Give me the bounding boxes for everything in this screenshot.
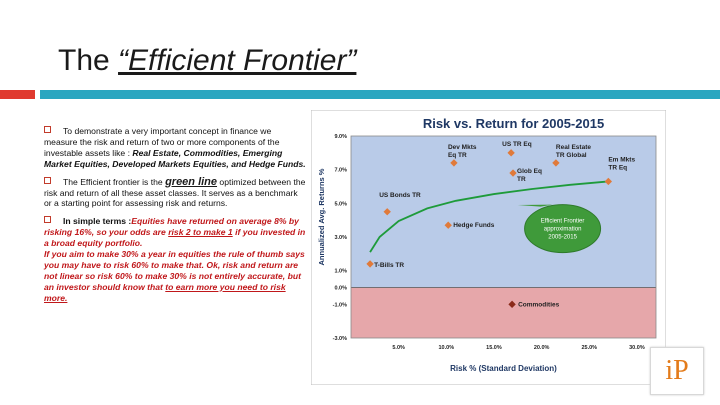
frontier-callout-text: 2005-2015 [548, 235, 577, 241]
title-emphasis: “Efficient Frontier” [118, 44, 357, 77]
bullet-3-text-c: If you aim to make 30% a year in equitie… [44, 249, 305, 292]
bullet-1-text: To demonstrate a very important concept … [44, 126, 280, 158]
bullet-item-2: The Efficient frontier is the green line… [44, 175, 306, 210]
y-tick-label: 0.0% [334, 286, 347, 292]
bullet-2-text-a: The Efficient frontier is the [63, 176, 166, 187]
data-point-marker [383, 208, 391, 216]
data-point-label: Real Estate [556, 144, 591, 151]
chart-svg: Risk vs. Return for 2005-2015 9.0% 7.0% 5.0… [310, 109, 667, 386]
y-tick-label: 1.0% [334, 269, 347, 275]
slide-title: The “Efficient Frontier” [58, 44, 356, 78]
y-tick-label: 3.0% [334, 235, 347, 241]
data-point-label: Eq TR [448, 152, 467, 159]
x-axis-title: Risk % (Standard Deviation) [450, 364, 557, 373]
positive-region [351, 136, 656, 288]
logo-text: iP [665, 355, 689, 386]
data-point-label: T-Bills TR [374, 262, 404, 269]
frontier-callout-bubble [524, 204, 602, 254]
data-point-label: Commodities [518, 301, 560, 308]
x-tick-label: 10.0% [439, 345, 455, 351]
accent-bar-red [0, 90, 35, 99]
chart-title: Risk vs. Return for 2005-2015 [423, 116, 604, 131]
data-point-label: TR [517, 176, 526, 183]
frontier-callout-pointer [517, 204, 553, 207]
efficient-frontier-line [369, 180, 609, 253]
bullet-item-1: To demonstrate a very important concept … [44, 126, 306, 170]
bullet-item-3: In simple terms :Equities have returned … [44, 216, 306, 303]
y-tick-label: -1.0% [333, 302, 347, 308]
frontier-callout-text: approximation [544, 227, 582, 233]
negative-region [351, 287, 656, 338]
risk-return-chart: Risk vs. Return for 2005-2015 9.0% 7.0% 5.0… [310, 109, 667, 386]
y-tick-label: -3.0% [333, 336, 347, 342]
y-tick-label: 9.0% [334, 134, 347, 140]
data-point-label: Hedge Funds [453, 222, 495, 229]
x-tick-label: 25.0% [581, 345, 597, 351]
bullet-3-lead: In simple terms : [63, 216, 132, 227]
bullet-list: To demonstrate a very important concept … [44, 126, 306, 311]
frontier-callout-text: Efficient Frontier [541, 219, 585, 225]
x-tick-label: 30.0% [629, 345, 645, 351]
title-prefix: The [58, 44, 119, 77]
bullet-2-text-b: optimized between the risk and return of… [44, 176, 306, 209]
bullet-3-text-b: if you invested in a broad equity portfo… [44, 227, 306, 249]
data-point-label: Dev Mkts [448, 144, 477, 151]
data-point-label: Em Mkts [608, 156, 635, 163]
data-point-marker [450, 159, 458, 167]
bullet-3-conclusion: to earn more you need to risk more. [44, 281, 286, 303]
x-tick-label: 15.0% [486, 345, 502, 351]
ip-logo: iP [650, 347, 704, 395]
bullet-1-asset-list: Real Estate, Commodities, Emerging Marke… [44, 147, 306, 169]
bullet-square-icon [44, 176, 51, 184]
accent-bar-teal [40, 90, 720, 99]
x-tick-label: 20.0% [534, 345, 550, 351]
data-point-label: US TR Eq [502, 141, 532, 148]
data-point-label: Glob Eq [517, 168, 542, 175]
data-point-marker [444, 221, 452, 229]
data-point-label: TR Global [556, 152, 587, 159]
data-point-label: US Bonds TR [379, 192, 421, 199]
bullet-3-odds: risk 2 to make 1 [168, 227, 233, 238]
plot-border [350, 135, 657, 339]
bullet-square-icon [44, 126, 51, 133]
y-tick-label: 5.0% [334, 201, 347, 207]
x-tick-label: 5.0% [392, 345, 405, 351]
y-tick-label: 7.0% [334, 168, 347, 174]
y-axis-title: Annualized Avg. Returns % [317, 168, 326, 265]
bullet-square-icon [44, 216, 51, 224]
bullet-3-text-a: Equities have returned on average 8% by … [44, 216, 299, 238]
data-point-label: TR Eq [608, 164, 627, 171]
green-line-term: green line [165, 175, 218, 188]
